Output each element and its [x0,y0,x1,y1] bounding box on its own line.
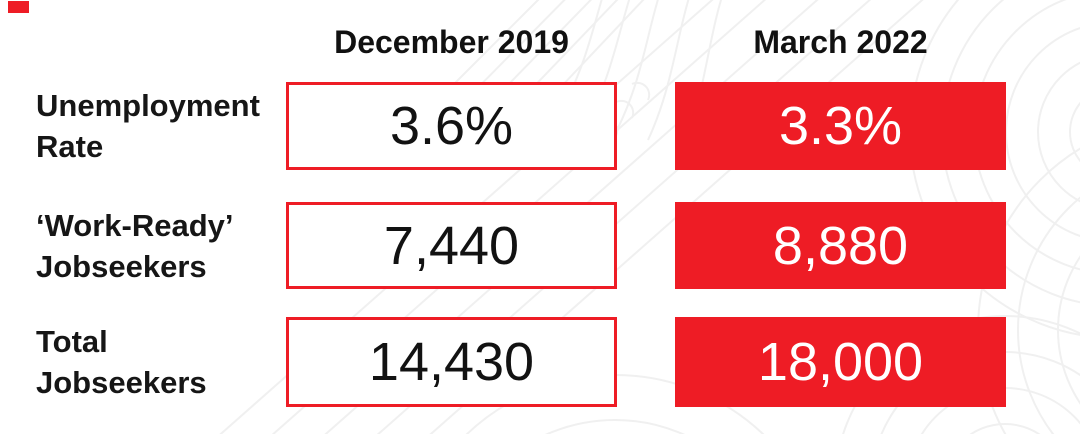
table-row-work-ready-jobseekers: ‘Work-Ready’ Jobseekers 7,440 8,880 [0,202,1080,289]
value-text: 14,430 [368,332,535,392]
row-label-line: Jobseekers [36,248,207,284]
value-box-march: 3.3% [675,82,1006,170]
value-text: 8,880 [772,215,909,276]
value-box-march: 18,000 [675,317,1006,407]
row-label-line: ‘Work-Ready’ [36,207,234,243]
value-box-december: 3.6% [286,82,617,170]
row-label: ‘Work-Ready’ Jobseekers [36,205,234,287]
row-label-line: Unemployment [36,88,260,123]
value-text: 3.6% [389,96,514,156]
value-box-december: 14,430 [286,317,617,407]
row-label-line: Jobseekers [36,365,207,400]
row-label-line: Rate [36,129,104,164]
table-row-total-jobseekers: Total Jobseekers 14,430 18,000 [0,317,1080,407]
value-text: 18,000 [757,332,924,392]
row-label: Total Jobseekers [36,321,207,403]
value-box-march: 8,880 [675,202,1006,289]
row-label-line: Total [36,324,108,359]
value-box-december: 7,440 [286,202,617,289]
value-text: 3.3% [778,96,903,156]
row-label: Unemployment Rate [36,85,260,167]
column-header-december: December 2019 [334,24,569,60]
column-header-march: March 2022 [753,24,928,60]
table-row-unemployment-rate: Unemployment Rate 3.6% 3.3% [0,82,1080,170]
value-text: 7,440 [383,215,520,276]
red-square-logo-icon [8,1,29,13]
